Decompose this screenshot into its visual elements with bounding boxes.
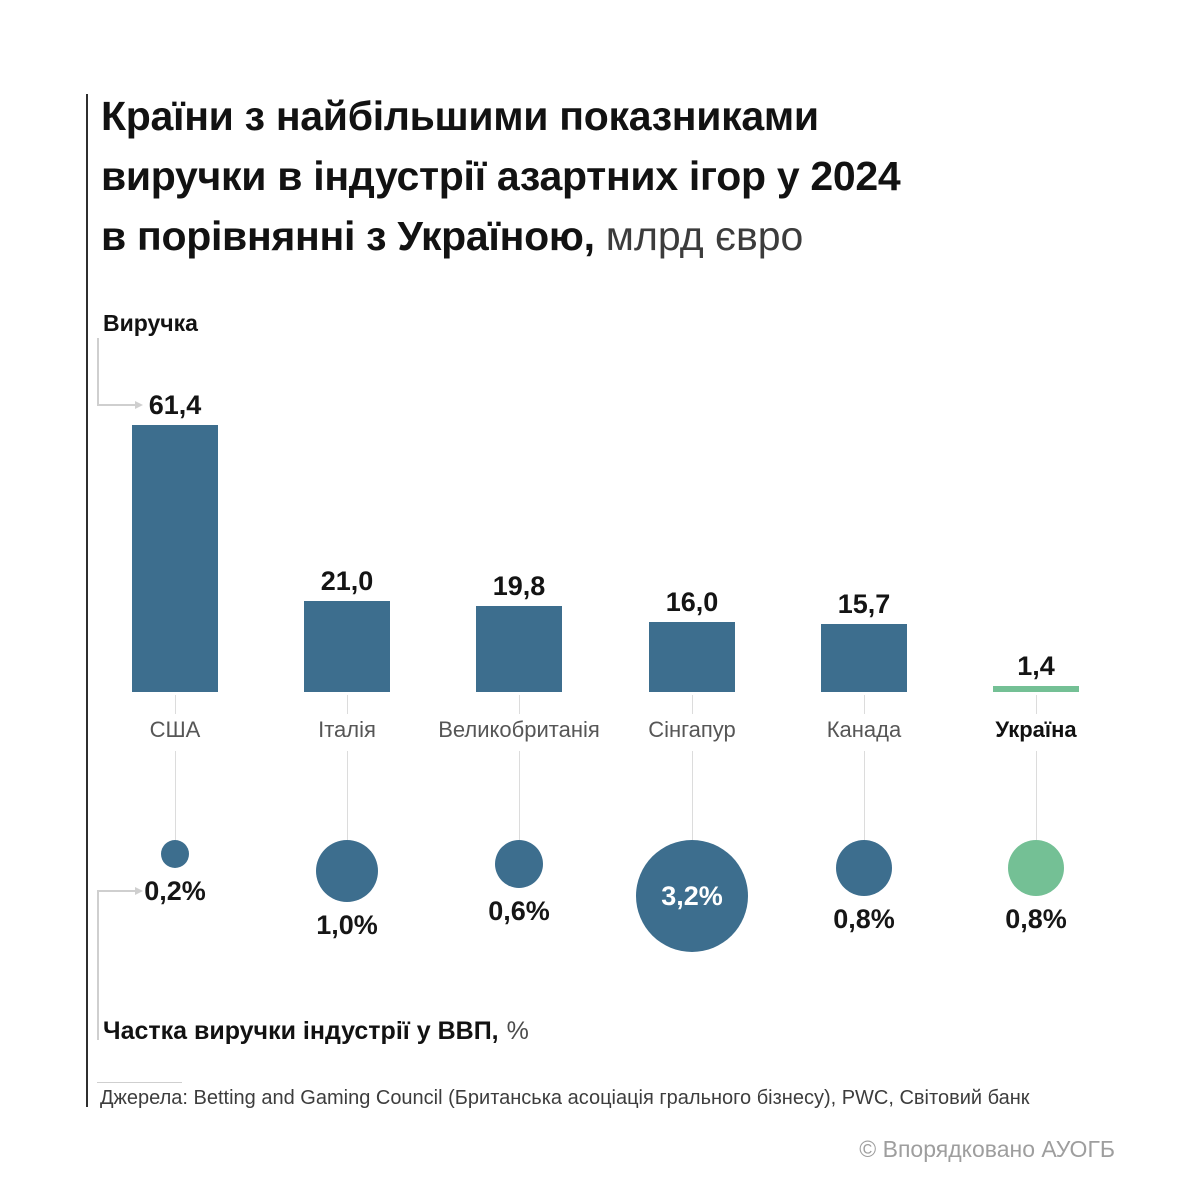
- country-label-italy: Італія: [318, 717, 376, 742]
- connector-label-bubble-canada: [864, 751, 865, 840]
- bubble-usa: [161, 840, 189, 868]
- bar-singapore: [649, 622, 735, 692]
- connector-label-bubble-uk: [519, 751, 520, 840]
- source-divider: [97, 1082, 182, 1083]
- connector-bar-label-italy: [347, 695, 348, 714]
- bar-usa: [132, 425, 218, 692]
- revenue-connector-horizontal: [97, 404, 135, 406]
- country-label-usa: США: [149, 717, 201, 742]
- country-label-ukraine: Україна: [995, 717, 1077, 742]
- bubble-uk: [495, 840, 543, 888]
- bar-ukraine: [993, 686, 1079, 692]
- pct-label-canada: 0,8%: [833, 904, 895, 934]
- connector-bar-label-canada: [864, 695, 865, 714]
- bar-value-ukraine: 1,4: [1017, 651, 1055, 681]
- left-accent-rule: [86, 94, 88, 1107]
- bar-italy: [304, 601, 390, 692]
- bar-value-singapore: 16,0: [665, 587, 719, 617]
- revenue-connector-arrow-icon: [135, 401, 143, 409]
- pct-label-ukraine: 0,8%: [1005, 904, 1067, 934]
- bubble-ukraine: [1008, 840, 1064, 896]
- pct-label-italy: 1,0%: [316, 910, 378, 940]
- page-title: Країни з найбільшими показниками виручки…: [101, 86, 901, 266]
- pct-label-usa: 0,2%: [144, 876, 206, 906]
- bar-value-usa: 61,4: [148, 390, 202, 420]
- bar-uk: [476, 606, 562, 692]
- connector-label-bubble-singapore: [692, 751, 693, 840]
- connector-bar-label-singapore: [692, 695, 693, 714]
- bar-canada: [821, 624, 907, 692]
- pct-label-uk: 0,6%: [488, 896, 550, 926]
- title-line-2: виручки в індустрії азартних ігор у 2024: [101, 153, 901, 199]
- connector-label-bubble-ukraine: [1036, 751, 1037, 840]
- title-line-1: Країни з найбільшими показниками: [101, 93, 819, 139]
- source-text: Джерела: Betting and Gaming Council (Бри…: [100, 1087, 1030, 1109]
- bar-value-uk: 19,8: [492, 571, 546, 601]
- connector-label-bubble-usa: [175, 751, 176, 840]
- country-label-canada: Канада: [826, 717, 902, 742]
- revenue-axis-label: Виручка: [103, 310, 198, 336]
- pct-label-singapore: 3,2%: [661, 881, 723, 911]
- credit-text: © Впорядковано АУОГБ: [859, 1136, 1115, 1162]
- bar-value-canada: 15,7: [837, 589, 891, 619]
- revenue-connector-vertical: [97, 338, 99, 406]
- bar-value-italy: 21,0: [320, 566, 374, 596]
- title-line-3: в порівнянні з Україною, млрд євро: [101, 213, 804, 259]
- gdp-axis-label: Частка виручки індустрії у ВВП,%: [103, 1017, 529, 1045]
- gdp-connector-vertical: [97, 890, 99, 1040]
- bubble-italy: [316, 840, 378, 902]
- country-label-uk: Великобританія: [438, 717, 600, 742]
- gdp-connector-horizontal: [97, 890, 135, 892]
- connector-bar-label-ukraine: [1036, 695, 1037, 714]
- connector-label-bubble-italy: [347, 751, 348, 840]
- connector-bar-label-uk: [519, 695, 520, 714]
- bubble-canada: [836, 840, 892, 896]
- bubble-singapore: [636, 840, 748, 952]
- country-label-singapore: Сінгапур: [648, 717, 736, 742]
- connector-bar-label-usa: [175, 695, 176, 714]
- gdp-connector-arrow-icon: [135, 887, 143, 895]
